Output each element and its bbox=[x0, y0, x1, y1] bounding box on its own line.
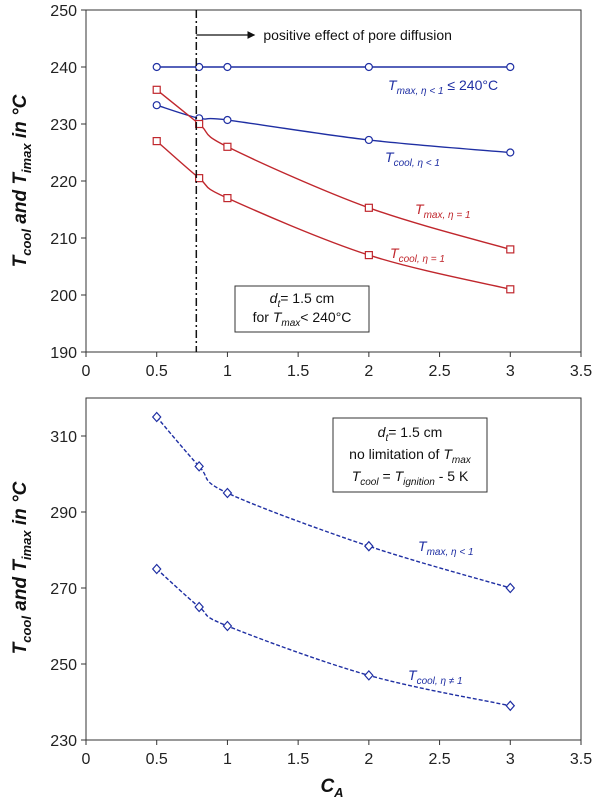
top-series-2-point-2 bbox=[223, 142, 232, 151]
top-series-2-point-4 bbox=[506, 245, 515, 254]
top-series-3-point-1 bbox=[195, 174, 204, 183]
top-series-0-point-1 bbox=[195, 62, 204, 72]
top-series-1-point-4 bbox=[506, 148, 515, 157]
top-y-tick-label: 240 bbox=[50, 60, 77, 77]
top-series-3-point-2 bbox=[223, 194, 232, 203]
bottom-y-tick-label: 230 bbox=[50, 733, 77, 750]
top-x-tick-label: 2.5 bbox=[428, 363, 450, 380]
bottom-y-tick-label: 270 bbox=[50, 581, 77, 598]
top-chart: 190 200 210 220 230 240 250 0 0.5 1 1.5 2 2.5 3 3.5 T… bbox=[10, 3, 592, 380]
top-series-line-2 bbox=[156, 89, 511, 251]
bottom-series-0-point-4 bbox=[505, 582, 516, 594]
top-x-tick-label: 1.5 bbox=[287, 363, 309, 380]
bottom-y-tick-label: 310 bbox=[50, 429, 77, 446]
top-series-2-point-0 bbox=[152, 85, 161, 94]
bottom-series-1-point-4 bbox=[505, 700, 516, 712]
top-x-tick-label: 1 bbox=[223, 363, 232, 380]
top-box-line1: dt= 1.5 cm bbox=[270, 290, 335, 310]
top-series-3-point-4 bbox=[506, 285, 515, 294]
bottom-box-line2: no limitation of Tmax bbox=[349, 446, 472, 466]
bottom-series-1-point-2 bbox=[222, 620, 233, 632]
top-series-2-point-3 bbox=[364, 203, 373, 212]
top-y-tick-label: 220 bbox=[50, 174, 77, 191]
top-series-3-point-3 bbox=[364, 251, 373, 260]
bottom-series-0-point-2 bbox=[222, 487, 233, 499]
bottom-chart: 230 250 270 290 310 0 0.5 1 1.5 2 2.5 3 3.5 Tmax, η… bbox=[10, 397, 592, 800]
top-series-line-1 bbox=[156, 104, 511, 154]
top-series-3-point-0 bbox=[152, 137, 161, 146]
bottom-series-line-1 bbox=[156, 568, 511, 707]
bottom-y-axis-label: Tcool and Timax in °C bbox=[10, 481, 34, 654]
bottom-x-axis-label: CA bbox=[320, 776, 343, 800]
bottom-x-tick-label: 3.5 bbox=[570, 751, 592, 768]
top-series-0-point-2 bbox=[223, 62, 232, 72]
top-x-tick-label: 0.5 bbox=[146, 363, 168, 380]
bottom-series-label-1: Tcool, η ≠ 1 bbox=[408, 667, 463, 687]
bottom-x-tick-label: 0 bbox=[82, 751, 91, 768]
top-y-tick-label: 190 bbox=[50, 345, 77, 362]
top-x-tick-label: 0 bbox=[82, 363, 91, 380]
bottom-series-1-point-3 bbox=[364, 669, 374, 681]
bottom-x-tick-label: 3 bbox=[506, 751, 515, 768]
top-series-1-point-2 bbox=[223, 115, 232, 125]
bottom-box-line3: Tcool = Tignition - 5 K bbox=[352, 468, 469, 488]
top-series-0-point-0 bbox=[152, 62, 161, 72]
bottom-x-tick-label: 0.5 bbox=[146, 751, 168, 768]
top-series: Tmax, η < 1 ≤ 240°C Tcool, η < 1 Tmax, η =… bbox=[152, 62, 515, 294]
top-y-tick-labels: 190 200 210 220 230 240 250 bbox=[50, 3, 86, 362]
pore-diffusion-label: positive effect of pore diffusion bbox=[263, 27, 452, 43]
top-y-tick-label: 230 bbox=[50, 117, 77, 134]
top-y-tick-label: 200 bbox=[50, 288, 77, 305]
top-series-0-point-4 bbox=[506, 62, 515, 72]
top-annotation-box bbox=[234, 285, 370, 333]
bottom-series-0-point-3 bbox=[364, 540, 374, 552]
bottom-y-tick-label: 290 bbox=[50, 505, 77, 522]
top-series-0-point-3 bbox=[364, 62, 373, 72]
top-series-label-0: Tmax, η < 1 ≤ 240°C bbox=[388, 77, 498, 97]
top-y-axis-label: Tcool and Timax in °C bbox=[10, 94, 34, 267]
bottom-series: Tmax, η < 1 Tcool, η ≠ 1 bbox=[151, 411, 516, 712]
top-x-tick-label: 3 bbox=[506, 363, 515, 380]
top-x-tick-label: 2 bbox=[364, 363, 373, 380]
bottom-y-tick-label: 250 bbox=[50, 657, 77, 674]
top-y-tick-label: 210 bbox=[50, 231, 77, 248]
bottom-series-1-point-0 bbox=[151, 563, 162, 575]
top-series-label-2: Tmax, η = 1 bbox=[415, 201, 471, 221]
bottom-x-tick-label: 2 bbox=[364, 751, 373, 768]
top-series-label-1: Tcool, η < 1 bbox=[385, 149, 440, 169]
bottom-plot-frame bbox=[85, 397, 582, 741]
bottom-annotation-box bbox=[332, 417, 488, 493]
top-x-tick-labels: 0 0.5 1 1.5 2 2.5 3 3.5 bbox=[82, 352, 592, 380]
bottom-series-label-0: Tmax, η < 1 bbox=[418, 538, 474, 558]
bottom-box-line1: dt= 1.5 cm bbox=[378, 424, 443, 444]
bottom-x-tick-label: 1.5 bbox=[287, 751, 309, 768]
bottom-series-0-point-1 bbox=[194, 460, 204, 472]
top-x-tick-label: 3.5 bbox=[570, 363, 592, 380]
bottom-series-0-point-0 bbox=[151, 411, 162, 423]
top-series-label-3: Tcool, η = 1 bbox=[390, 245, 445, 265]
top-y-tick-label: 250 bbox=[50, 3, 77, 20]
bottom-series-line-0 bbox=[156, 416, 511, 589]
bottom-series-1-point-1 bbox=[194, 601, 204, 613]
top-series-1-point-0 bbox=[152, 101, 161, 110]
top-series-1-point-3 bbox=[364, 135, 373, 145]
bottom-x-tick-label: 2.5 bbox=[428, 751, 450, 768]
bottom-y-tick-labels: 230 250 270 290 310 bbox=[50, 429, 86, 750]
top-box-line2: for Tmax< 240°C bbox=[253, 309, 352, 329]
bottom-x-tick-label: 1 bbox=[223, 751, 232, 768]
bottom-x-tick-labels: 0 0.5 1 1.5 2 2.5 3 3.5 bbox=[82, 740, 592, 768]
